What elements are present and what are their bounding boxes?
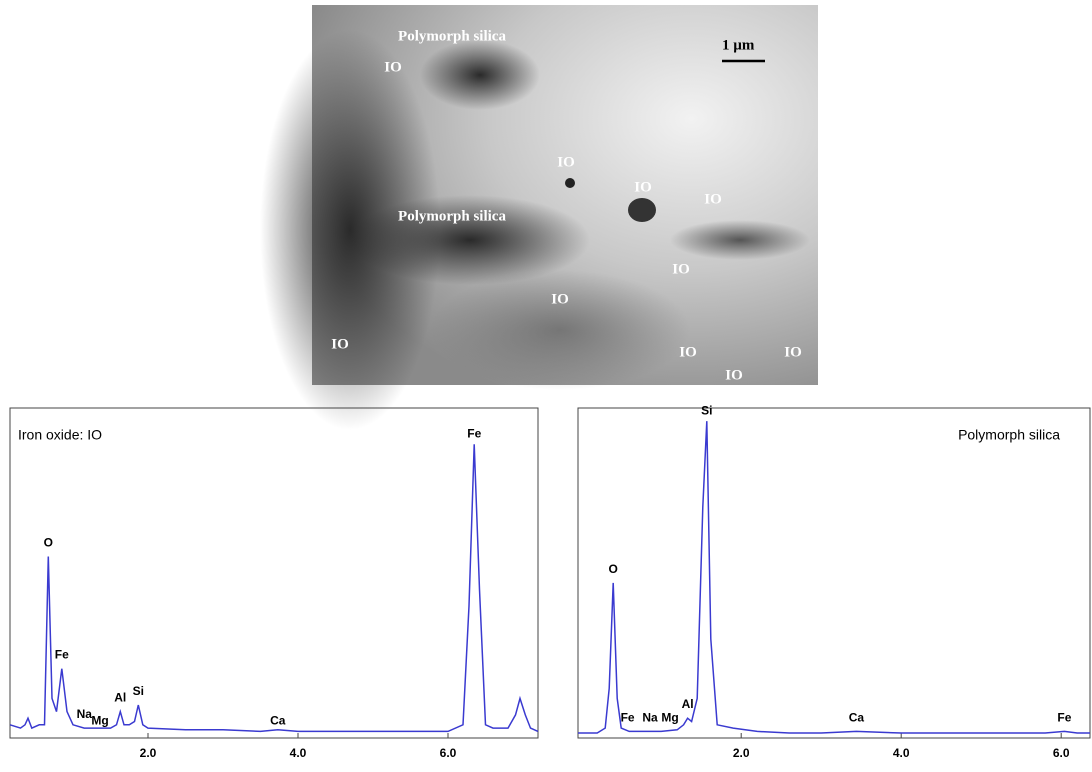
micrograph-label: IO [551,291,569,307]
peak-label: Si [133,684,144,698]
x-tick-label: 2.0 [733,746,750,760]
micrograph-label: IO [679,344,697,360]
peak-label: O [609,562,618,576]
micrograph-label: IO [384,59,402,75]
plot-frame [9,407,539,739]
peak-label: Fe [621,710,635,724]
micrograph-label: Polymorph silica [398,28,506,44]
micrograph-label: 1 µm [722,37,755,53]
peak-label: Fe [55,648,69,662]
plot-frame [577,407,1091,739]
x-tick-label: 4.0 [893,746,910,760]
x-tick-label: 6.0 [440,746,457,760]
peak-label: Si [701,403,712,417]
peak-label: Na [642,710,658,724]
micrograph-label: Polymorph silica [398,208,506,224]
spectrum-line [9,444,539,733]
peak-label: Fe [1057,710,1071,724]
peak-label: O [44,535,53,549]
micrograph-label: IO [331,336,349,352]
peak-label: Al [682,697,694,711]
peak-label: Fe [467,427,481,441]
micrograph-label: IO [672,261,690,277]
peak-label: Ca [270,714,286,728]
peak-label: Al [114,691,126,705]
micrograph-label: IO [634,179,652,195]
micrograph-label: IO [725,367,743,383]
spectrum-line [578,421,1090,734]
x-tick-label: 2.0 [140,746,157,760]
peak-label: Mg [91,714,108,728]
peak-label: Ca [849,710,865,724]
micrograph-label: IO [704,191,722,207]
chart-title: Iron oxide: IO [18,427,102,443]
micrograph-label: IO [557,154,575,170]
chart-title: Polymorph silica [958,427,1060,443]
peak-label: Mg [661,710,678,724]
micrograph-label: IO [784,344,802,360]
x-tick-label: 4.0 [290,746,307,760]
micrograph [260,5,818,430]
peak-label: Na [77,707,93,721]
x-tick-label: 6.0 [1053,746,1070,760]
